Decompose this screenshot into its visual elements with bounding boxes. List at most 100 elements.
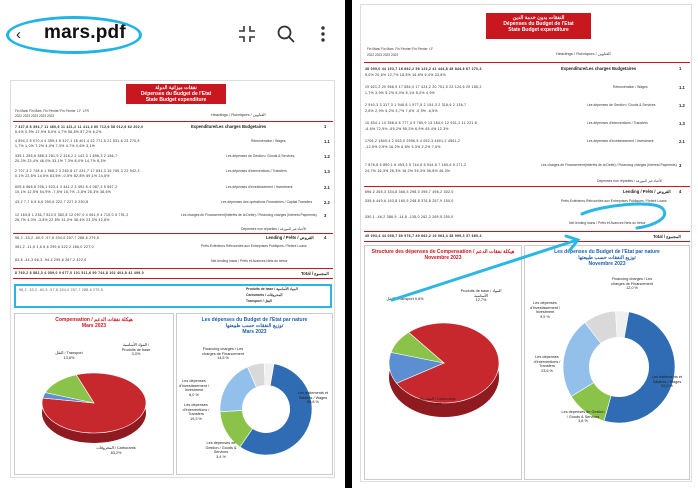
section-number: 4 xyxy=(324,235,327,240)
divider xyxy=(364,186,690,187)
pdf-viewer-right: النفقات بدون خدمة الدين Dépenses du Budg… xyxy=(352,0,698,488)
row-values: 48 099,0 44 193,7 16 662,2 56 123,2 41 4… xyxy=(365,67,482,71)
row-values: 20,2% 23,4% 46,0% 33,1% 7,3% 8,0% 14,7% … xyxy=(15,159,107,163)
section-number: 2.2 xyxy=(324,200,330,205)
annotation-oval xyxy=(6,16,142,54)
compensation-pie-chart xyxy=(41,372,147,443)
chart-title: Les dépenses du Budget de l'Etat par nat… xyxy=(554,249,660,267)
row-values: 24,7% 16,3% 26,3% 16,2% 25,3% 36,8% 46,3… xyxy=(365,169,451,173)
row-label: Les dépenses d'interventions / Transfers xyxy=(587,121,648,125)
chart-title: Structure des dépenses de Compensation /… xyxy=(371,249,515,261)
highlight-box xyxy=(14,284,332,308)
row-label: Les charges de Financement(Intérêts de l… xyxy=(181,213,317,217)
donut-label-investment: Les dépenses d'investissement / Investme… xyxy=(529,301,561,319)
viewer-toolbar: ‹ mars.pdf xyxy=(0,0,345,70)
page-title-banner: نفقات ميزانية الدولة Dépenses du Budget … xyxy=(126,84,226,104)
row-values: 5,4% 0,9% 12,9% 8,0% 4,7% 56,8% 87,2% 6,… xyxy=(15,130,102,134)
pdf-page: نفقات ميزانية الدولة Dépenses du Budget … xyxy=(10,80,335,478)
row-label: Les charges de Financement(Intérêts de l… xyxy=(541,163,677,167)
row-label: Les dépenses de Gestion / Goods & Servic… xyxy=(226,154,295,158)
donut-label-investment: Les dépenses d'investissement / Investme… xyxy=(178,379,210,397)
section-number: 2.1 xyxy=(324,185,330,190)
row-values: 7 876,8 6 890,1 6 493,3 5 744,6 5 944,8 … xyxy=(365,163,467,167)
row-values: 12 163,8 1 236,7 810,0 382,8 12 097,0 4 … xyxy=(15,213,129,217)
column-years: 2022 2023 2023 2023 xyxy=(367,53,399,57)
divider xyxy=(13,233,333,234)
row-label: Rémunération / Wages xyxy=(613,85,648,89)
row-label: Net lending loans / Prêts et Avances Net… xyxy=(569,221,646,225)
divider xyxy=(364,241,690,242)
row-values: 98,2 -33,2 -60,9 -97,8 294,0 257,7 288,6… xyxy=(15,236,100,240)
nature-donut-chart-nov xyxy=(562,310,676,424)
row-label: Prêts Extérieurs Rétrocédés aux Entrepri… xyxy=(561,199,667,203)
pie-slice-2 xyxy=(390,331,446,364)
row-values: 2,8% 2,9% 5,2% 3,7% 7,6% -0,9% -6,5% xyxy=(365,109,438,113)
divider xyxy=(13,278,333,279)
donut-label-transfers: Les dépenses d'Interventions / Transfers… xyxy=(533,355,561,373)
search-icon[interactable] xyxy=(275,24,297,46)
divider xyxy=(364,62,690,63)
collapse-icon[interactable] xyxy=(236,24,258,46)
row-values: 43,2 7,7 6,5 6,6 290,6 222,7 227,0 230,8 xyxy=(15,200,89,204)
donut-label-transfers: Les dépenses d'Interventions / Transfers… xyxy=(182,403,210,421)
donut-label-goods: Les dépenses de Gestion / Goods & Servic… xyxy=(561,410,605,423)
section-expenditure: Expenditure/Les charges Budgetaires xyxy=(191,124,267,129)
pie-label-carburants: المحروقات / Carburants 77,6% xyxy=(416,397,456,406)
row-values: 98,2 -33,2 -60,9 -97,8 294,0 257,7 288,6… xyxy=(19,288,104,292)
row-label: Les dépenses d'investissement / Investme… xyxy=(226,185,293,189)
title-fr: Dépenses du Budget de l'Etat xyxy=(503,21,574,27)
title-en: State Budget expenditure xyxy=(508,27,569,33)
chart-box-compensation xyxy=(364,245,522,480)
section-lending: Lending / Prêts / القروض xyxy=(623,189,671,194)
row-values: 26,7% 4,3% -3,8% 22,8% 31,0% 38,4% 23,3%… xyxy=(15,218,110,222)
row-values: -12,5% 0,9% 16,2% 6,8% 3,3% 2,2% 7,6% xyxy=(365,145,441,149)
row-values: 609,6 868,8 296,1 523,4 3 441,2 3 492,5 … xyxy=(15,185,118,189)
section-number: 1.2 xyxy=(324,154,330,159)
row-label: Les dépenses de Gestion / Goods & Servic… xyxy=(587,103,656,107)
row-values: 351,2 -11,5 1,6 6,6 299,6 322,2 266,0 22… xyxy=(15,245,94,249)
row-values: 7 327,6 8 394,7 11 460,6 11 421,2 11 411… xyxy=(15,125,144,129)
total-label: Total / المجموع xyxy=(653,234,681,239)
section-expenditure: Expenditure/Les charges Budgetaires xyxy=(561,66,637,71)
column-header: Fin Mars/ Fin Mars Fin Février/ Fin Févr… xyxy=(15,109,89,113)
chart-title: Les dépenses du Budget de l'Etat par nat… xyxy=(201,317,308,335)
row-label: Transport / النقل xyxy=(246,299,272,303)
page-title-banner: النفقات بدون خدمة الدين Dépenses du Budg… xyxy=(486,13,591,39)
handwritten-annotation xyxy=(390,202,666,302)
divider xyxy=(13,121,333,122)
row-values: 2 940,3 3 317,3 1 946,8 1 977,5 2 104,3 … xyxy=(365,103,467,107)
headings-label: Headings / Rubriques / العناوين xyxy=(556,51,611,56)
donut-label-financing: Financing charges / Les charges de Finan… xyxy=(611,277,653,290)
section-number: 1.3 xyxy=(324,169,330,174)
row-label: Carburants / المحروقات xyxy=(246,293,283,297)
row-label: Les dépenses des opérations Financières … xyxy=(221,200,313,204)
pie-label-produits: Produits de base / المواد الأساسية 12,7% xyxy=(460,289,502,302)
compensation-pie-chart-nov xyxy=(388,322,500,417)
divider xyxy=(13,268,333,269)
row-values: 339,6 449,6 163,8 160,9 248,8 376,8 257,… xyxy=(365,199,454,203)
row-values: -6,6% 72,9% -69,2% 95,2% 6,9% 45,4% 12,3… xyxy=(365,127,449,131)
row-values: 19 621,2 20 966,9 17 584,0 17 424,2 20 7… xyxy=(365,85,482,89)
row-values: 330,1 -46,2 386,9 -14,8 -135,0 262,2 269… xyxy=(365,215,454,219)
total-values: 49 093,4 44 058,7 56 976,7 49 662,2 19 0… xyxy=(365,234,482,238)
section-number: 1.2 xyxy=(679,103,685,108)
row-label: Produits de base / المواد الأساسية xyxy=(246,287,298,291)
title-en: State Budget expenditure xyxy=(145,97,207,103)
title-fr: Dépenses du Budget de l'Etat xyxy=(140,91,212,97)
section-number: 1.3 xyxy=(679,121,685,126)
section-number: 3 xyxy=(679,163,682,168)
row-label: Rémunération / Wages xyxy=(251,139,286,143)
section-number: 1.1 xyxy=(324,139,330,144)
section-number: 4 xyxy=(679,189,682,194)
row-values: 10 834,1 10 358,6 8 777,3 9 760,9 13 184… xyxy=(365,121,478,125)
pie-slice-2 xyxy=(44,374,95,404)
section-number: 2.1 xyxy=(679,139,685,144)
pie-label-produits: المواد الأساسية / Produits de base 3,0% xyxy=(121,343,151,356)
row-label: Net lending loans / Prêts et Avances Net… xyxy=(211,259,288,263)
title-ar: نفقات ميزانية الدولة xyxy=(155,85,197,91)
pie-label-carburants: المحروقات / Carburants 83,2% xyxy=(96,446,136,455)
chart-box-nature xyxy=(176,313,333,475)
row-values: 4 894,2 5 070,4 4 399,4 8 327,1 18 401,4… xyxy=(15,139,140,143)
pdf-page-right: النفقات بدون خدمة الدين Dépenses du Budg… xyxy=(360,4,692,482)
more-vertical-icon[interactable] xyxy=(312,24,334,46)
